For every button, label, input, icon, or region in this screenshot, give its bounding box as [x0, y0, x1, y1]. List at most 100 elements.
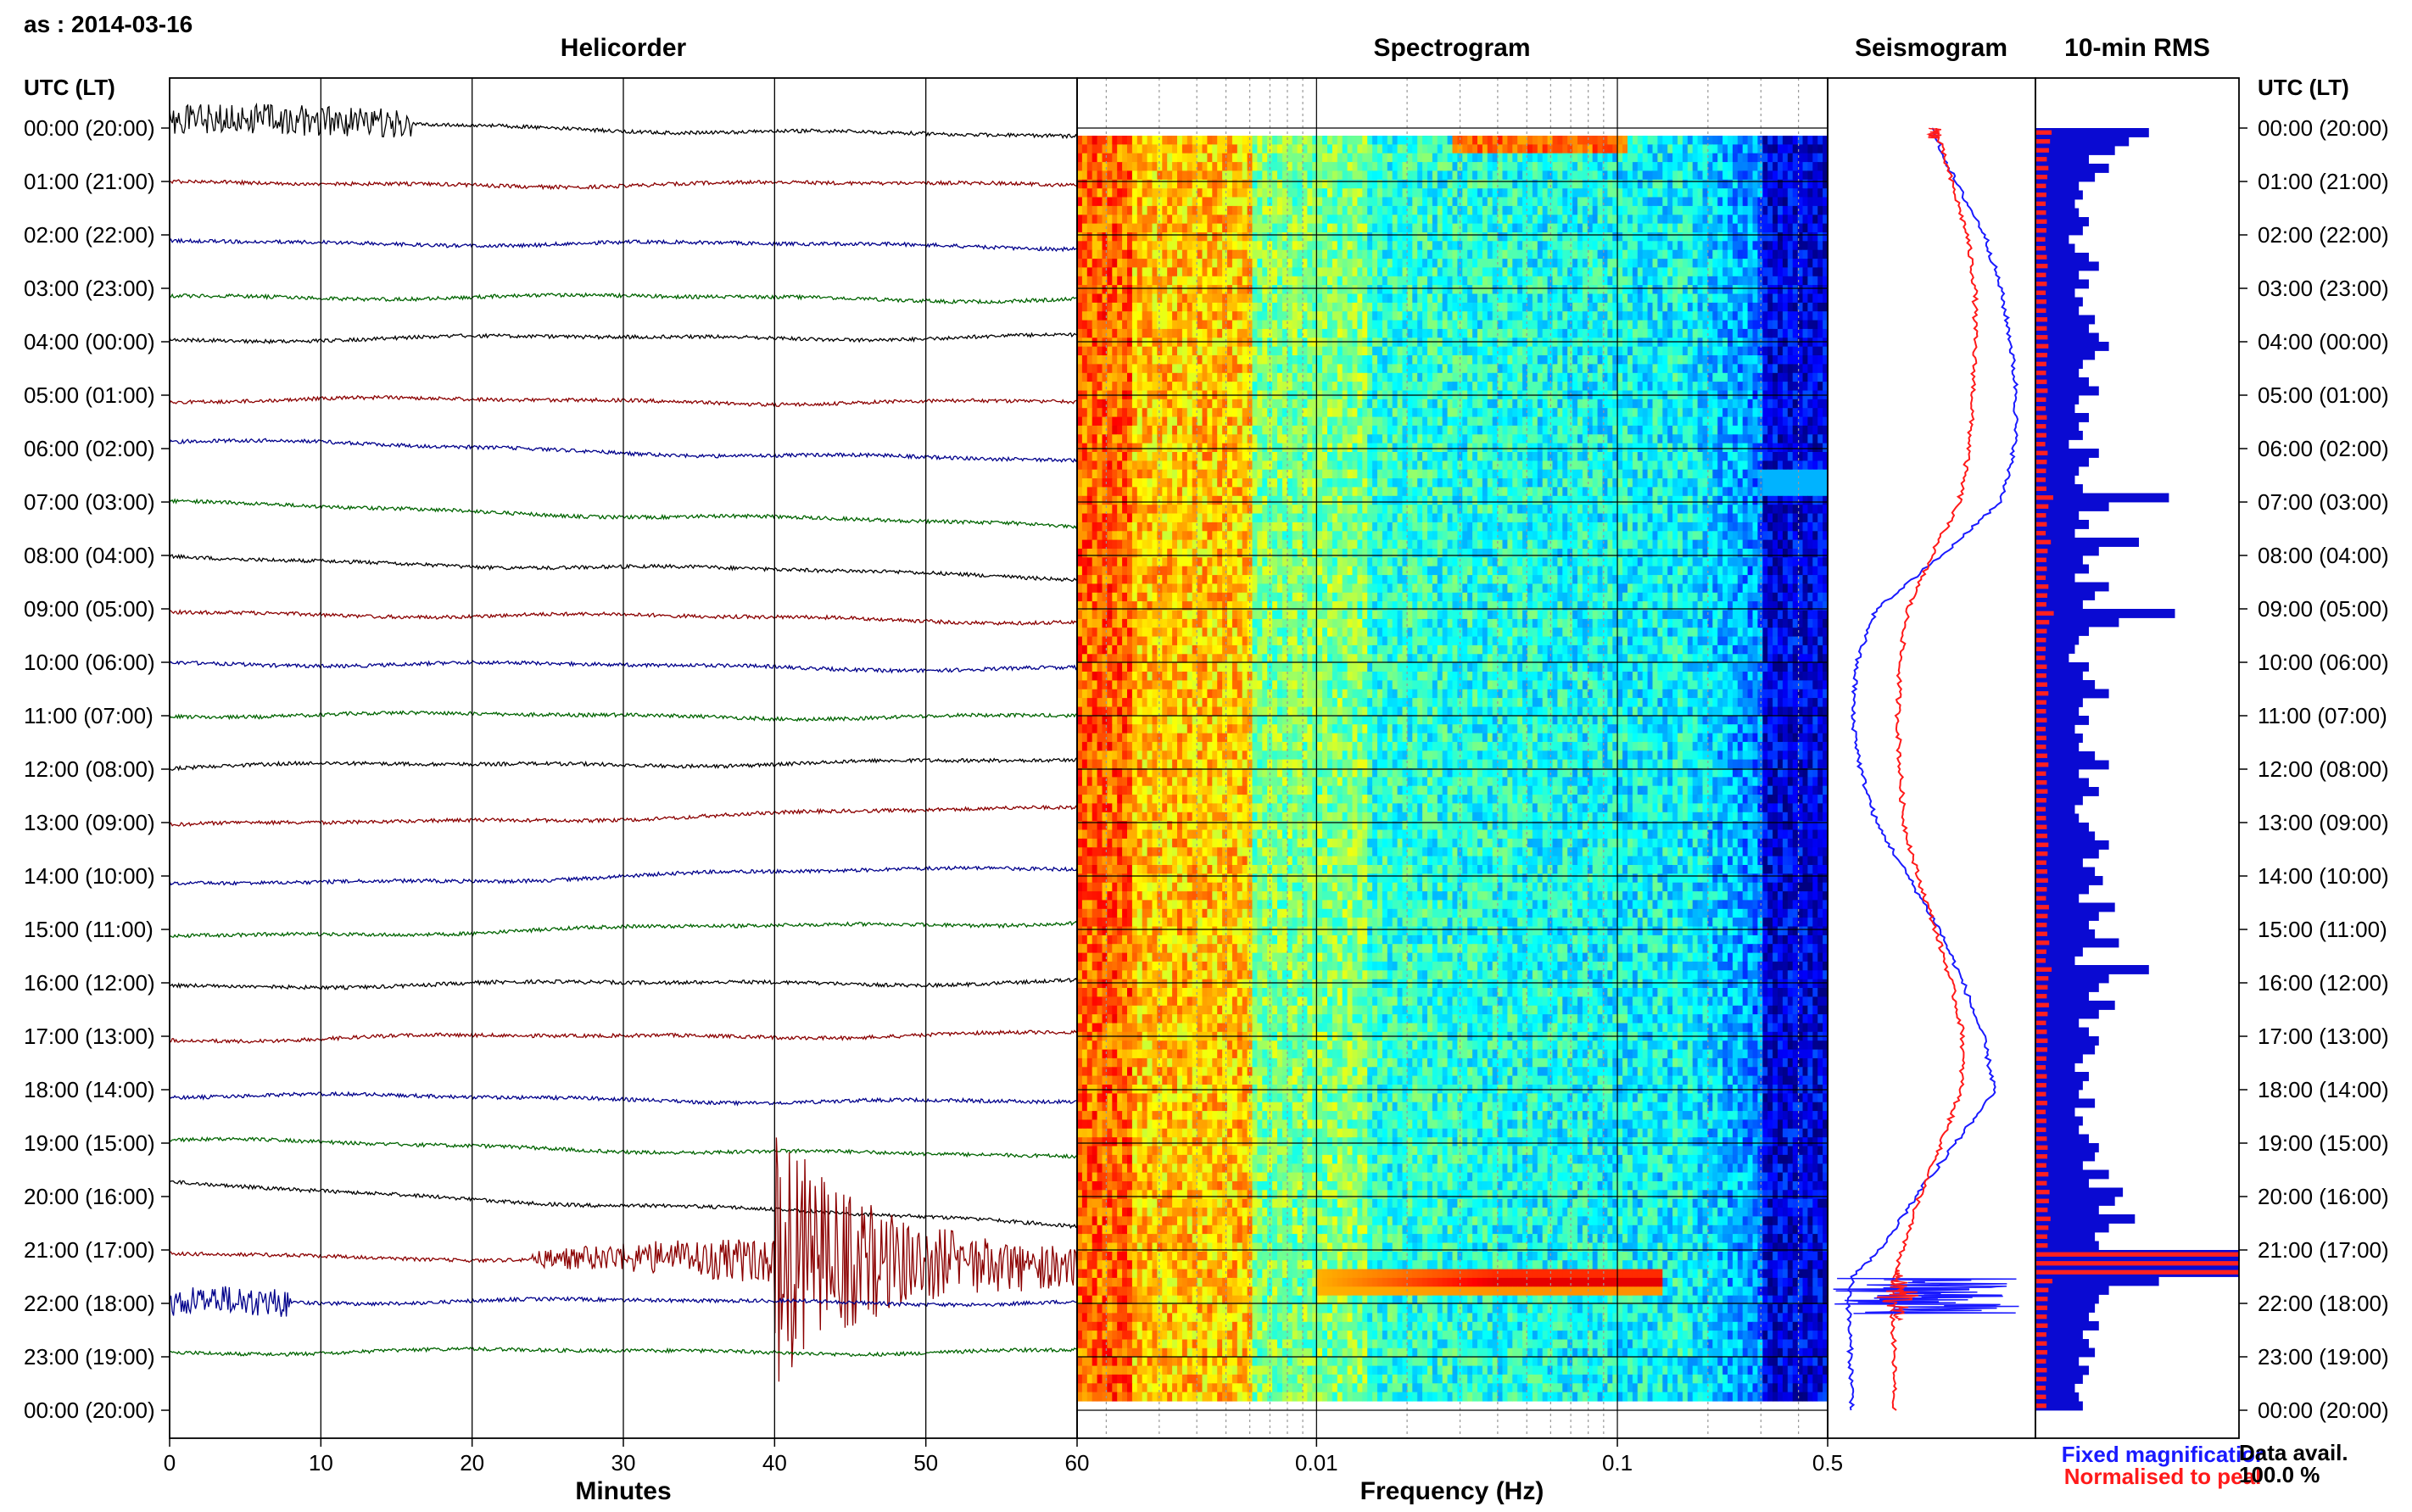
spectrogram-cell	[1512, 136, 1518, 145]
spectrogram-cell	[1107, 276, 1113, 286]
spectrogram-cell	[1222, 162, 1228, 172]
spectrogram-cell	[1437, 153, 1443, 163]
spectrogram-cell	[1207, 241, 1213, 251]
spectrogram-cell	[1202, 153, 1208, 163]
spectrogram-cell	[1767, 223, 1773, 233]
spectrogram-cell	[1512, 241, 1518, 251]
spectrogram-cell	[1667, 302, 1673, 312]
spectrogram-cell	[1131, 346, 1138, 356]
spectrogram-cell	[1372, 320, 1378, 330]
spectrogram-cell	[1392, 355, 1399, 365]
spectrogram-cell	[1622, 215, 1628, 225]
spectrogram-cell	[1572, 267, 1578, 277]
spectrogram-cell	[1637, 355, 1644, 365]
spectrogram-cell	[1628, 205, 1633, 215]
spectrogram-cell	[1542, 249, 1549, 259]
spectrogram-cell	[1412, 346, 1418, 356]
spectrogram-cell	[1527, 372, 1533, 382]
spectrogram-cell	[1287, 276, 1293, 286]
spectrogram-cell	[1186, 179, 1193, 189]
spectrogram-cell	[1577, 215, 1583, 225]
spectrogram-cell	[1262, 320, 1268, 330]
spectrogram-cell	[1287, 241, 1293, 251]
spectrogram-cell	[1812, 249, 1818, 259]
spectrogram-cell	[1262, 338, 1268, 348]
spectrogram-cell	[1302, 188, 1308, 198]
spectrogram-cell	[1817, 136, 1823, 145]
spectrogram-cell	[1322, 382, 1328, 392]
spectrogram-cell	[1312, 285, 1318, 295]
spectrogram-cell	[1302, 320, 1308, 330]
spectrogram-cell	[1817, 382, 1823, 392]
spectrogram-cell	[1181, 328, 1188, 338]
spectrogram-cell	[1117, 311, 1123, 321]
spectrogram-cell	[1542, 153, 1549, 163]
spectrogram-cell	[1382, 136, 1388, 145]
spectrogram-cell	[1757, 179, 1763, 189]
spectrogram-cell	[1597, 302, 1604, 312]
spectrogram-cell	[1527, 293, 1533, 304]
spectrogram-cell	[1728, 293, 1734, 304]
spectrogram-cell	[1352, 355, 1358, 365]
spectrogram-cell	[1757, 188, 1763, 198]
spectrogram-cell	[1172, 311, 1178, 321]
spectrogram-cell	[1687, 259, 1694, 269]
spectrogram-cell	[1377, 188, 1383, 198]
spectrogram-cell	[1112, 338, 1118, 348]
spectrogram-cell	[1181, 285, 1188, 295]
spectrogram-cell	[1612, 215, 1618, 225]
spectrogram-cell	[1462, 136, 1468, 145]
spectrogram-cell	[1678, 338, 1683, 348]
spectrogram-cell	[1417, 136, 1423, 145]
spectrogram-cell	[1522, 416, 1528, 427]
spectrogram-cell	[1812, 153, 1818, 163]
spectrogram-cell	[1778, 311, 1784, 321]
spectrogram-cell	[1617, 241, 1623, 251]
spectrogram-cell	[1492, 346, 1499, 356]
spectrogram-cell	[1737, 144, 1744, 154]
spectrogram-cell	[1552, 170, 1558, 181]
spectrogram-cell	[1527, 241, 1533, 251]
spectrogram-cell	[1787, 416, 1794, 427]
spectrogram-cell	[1497, 311, 1504, 321]
spectrogram-cell	[1707, 311, 1713, 321]
spectrogram-cell	[1732, 355, 1739, 365]
spectrogram-cell	[1307, 197, 1313, 207]
spectrogram-cell	[1367, 338, 1373, 348]
spectrogram-cell	[1732, 179, 1739, 189]
spectrogram-cell	[1552, 188, 1558, 198]
spectrogram-cell	[1147, 355, 1153, 365]
spectrogram-cell	[1357, 144, 1363, 154]
spectrogram-cell	[1597, 399, 1604, 409]
spectrogram-cell	[1262, 311, 1268, 321]
spectrogram-cell	[1747, 197, 1754, 207]
spectrogram-cell	[1407, 232, 1413, 242]
spectrogram-cell	[1217, 188, 1223, 198]
spectrogram-cell	[1377, 346, 1383, 356]
spectrogram-cell	[1652, 311, 1658, 321]
spectrogram-cell	[1737, 399, 1744, 409]
spectrogram-cell	[1812, 276, 1818, 286]
spectrogram-cell	[1397, 416, 1404, 427]
spectrogram-cell	[1557, 320, 1563, 330]
spectrogram-cell	[1192, 259, 1198, 269]
spectrogram-cell	[1507, 346, 1513, 356]
spectrogram-cell	[1692, 416, 1699, 427]
spectrogram-cell	[1697, 144, 1704, 154]
spectrogram-cell	[1492, 372, 1499, 382]
spectrogram-cell	[1537, 241, 1544, 251]
spectrogram-cell	[1502, 285, 1508, 295]
spectrogram-cell	[1462, 162, 1468, 172]
spectrogram-cell	[1397, 382, 1404, 392]
spectrogram-cell	[1307, 355, 1313, 365]
spectrogram-cell	[1107, 302, 1113, 312]
spectrogram-cell	[1362, 408, 1368, 418]
spectrogram-cell	[1502, 399, 1508, 409]
spectrogram-cell	[1347, 320, 1354, 330]
spectrogram-cell	[1112, 197, 1118, 207]
spectrogram-cell	[1542, 197, 1549, 207]
spectrogram-cell	[1122, 188, 1128, 198]
spectrogram-cell	[1472, 241, 1478, 251]
spectrogram-cell	[1131, 285, 1138, 295]
spectrogram-cell	[1722, 320, 1728, 330]
